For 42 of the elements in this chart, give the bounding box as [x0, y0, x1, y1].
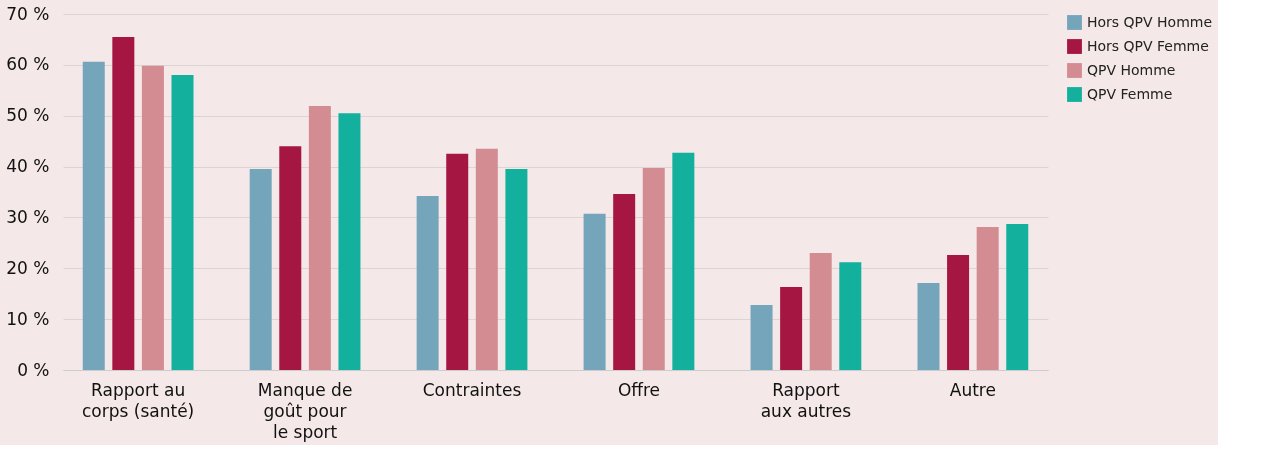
bar: [505, 169, 528, 370]
bar: [82, 61, 105, 370]
bar: [809, 253, 832, 370]
bar: [171, 75, 194, 370]
bar: [446, 153, 469, 370]
bar: [947, 255, 970, 370]
bar: [308, 106, 331, 370]
x-tick-label: Autre: [949, 379, 996, 400]
bar: [475, 148, 498, 370]
bar: [839, 262, 862, 370]
legend-label: QPV Femme: [1087, 85, 1173, 102]
y-tick-label: 0 %: [17, 359, 50, 380]
x-tick-label: Contraintes: [422, 379, 522, 400]
bar: [141, 65, 164, 370]
legend-label: Hors QPV Femme: [1087, 37, 1209, 54]
y-tick-label: 60 %: [6, 54, 50, 75]
x-tick-label: Offre: [617, 379, 661, 400]
bar: [672, 152, 695, 370]
bar: [1006, 224, 1029, 370]
bar: [750, 304, 773, 370]
bar: [338, 113, 361, 370]
y-tick-label: 40 %: [6, 156, 50, 177]
x-tick-label: Manque de goût pour le sport: [257, 379, 353, 442]
y-tick-label: 10 %: [6, 308, 50, 329]
bar: [642, 168, 665, 370]
x-tick-label: Rapport au corps (santé): [82, 379, 195, 421]
bar: [249, 169, 272, 370]
legend-label: QPV Homme: [1087, 61, 1176, 78]
bar: [112, 36, 135, 370]
bar: [416, 196, 439, 370]
legend-label: Hors QPV Homme: [1087, 13, 1213, 30]
y-tick-label: 70 %: [6, 3, 50, 24]
bar: [613, 194, 636, 370]
bar: [780, 287, 803, 370]
y-tick-label: 50 %: [6, 105, 50, 126]
y-tick-label: 20 %: [6, 257, 50, 278]
x-tick-label: Rapport aux autres: [760, 379, 852, 421]
y-tick-label: 30 %: [6, 206, 50, 227]
bar: [583, 213, 606, 370]
bar: [917, 283, 940, 370]
bar: [279, 146, 302, 370]
bar: [976, 227, 999, 370]
